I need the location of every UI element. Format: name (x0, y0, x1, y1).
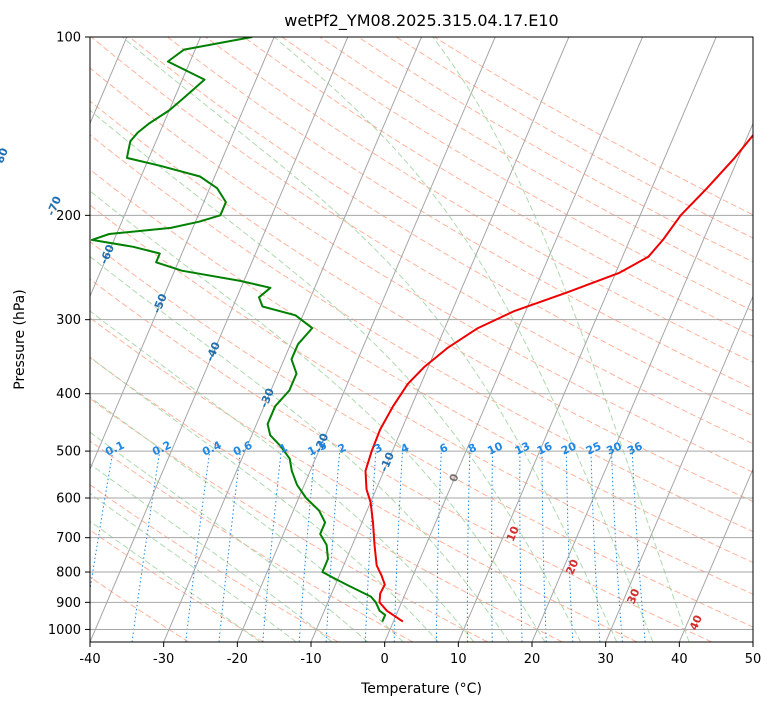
temperature-line (364, 133, 753, 623)
mixing-ratio-label: 16 (535, 439, 555, 457)
isotherm-gridline (163, 37, 422, 642)
isotherm-gridline (605, 295, 753, 642)
y-tick-label: 500 (56, 445, 81, 460)
moist-adiabat-line (90, 356, 439, 642)
moist-adiabat-line (90, 109, 582, 642)
dry-adiabat-line (90, 134, 753, 533)
y-tick-label: 700 (56, 531, 81, 546)
isotherm-gridline (678, 467, 753, 642)
isotherm-gridline (457, 37, 717, 642)
dewpoint-line (90, 37, 387, 622)
moist-adiabat-line (90, 431, 369, 642)
x-tick-label: 10 (450, 652, 467, 667)
dry-adiabat-line (90, 204, 753, 595)
isotherm-label: -80 (0, 146, 11, 170)
mixing-ratio-label: 10 (485, 439, 505, 457)
x-tick-label: 20 (524, 652, 541, 667)
x-tick-label: -20 (227, 652, 248, 667)
isotherm-gridline (384, 37, 643, 642)
mixing-ratio-label: 13 (513, 439, 532, 457)
moist-adiabat-line (90, 463, 333, 642)
isotherm-label: 10 (504, 524, 522, 543)
dry-adiabat-line (90, 397, 488, 642)
y-tick-label: 400 (56, 387, 81, 402)
dry-adiabat-line (129, 37, 753, 417)
x-tick-label: 0 (381, 652, 389, 667)
x-tick-label: -10 (300, 652, 321, 667)
dry-adiabat-line (90, 356, 563, 642)
y-tick-label: 800 (56, 566, 81, 581)
dry-adiabat-line (281, 37, 753, 312)
mixing-ratio-line (185, 451, 211, 642)
y-tick-label: 100 (56, 31, 81, 46)
moist-adiabat-line (90, 396, 404, 642)
dry-adiabat-line (205, 37, 753, 363)
mixing-ratio-label: 25 (584, 439, 603, 457)
dry-adiabat-line (90, 484, 339, 642)
moist-adiabat-line (273, 37, 654, 642)
background-lines (90, 37, 753, 642)
sounding-profiles (90, 37, 753, 623)
dry-adiabat-line (90, 317, 638, 642)
y-axis-title: Pressure (hPa) (12, 289, 28, 389)
isotherm-gridline (90, 37, 201, 298)
isotherm-gridline (310, 37, 570, 642)
isotherm-gridline (236, 37, 496, 642)
chart-title: wetPf2_YM08.2025.315.04.17.E10 (284, 11, 558, 31)
mixing-ratio-line (90, 451, 114, 593)
plot-frame (89, 36, 754, 643)
x-tick-label: 40 (671, 652, 688, 667)
mixing-ratio-line (298, 451, 316, 642)
y-tick-label: 900 (56, 596, 81, 611)
isotherm-gridline (90, 37, 349, 642)
moist-adiabat-line (90, 520, 261, 642)
isotherm-label: 30 (625, 586, 643, 605)
moist-adiabat-line (121, 37, 618, 642)
isotherm-label: 40 (687, 613, 705, 632)
mixing-ratio-line (262, 451, 282, 642)
x-axis-title: Temperature (°C) (360, 681, 482, 697)
y-tick-label: 600 (56, 492, 81, 507)
isotherm-gridline (752, 640, 753, 642)
y-tick-label: 200 (56, 209, 81, 224)
isotherm-gridline (90, 37, 275, 471)
moist-adiabat-line (432, 37, 690, 642)
x-tick-label: 30 (597, 652, 614, 667)
moist-adiabat-line (90, 310, 475, 642)
x-tick-label: -40 (79, 652, 100, 667)
dry-adiabat-line (90, 168, 753, 564)
axes: -40 -30 -20 -10 0 10 20 30 40 50 1000 900 800 700 600 5… (48, 31, 761, 668)
x-tick-label: -30 (153, 652, 174, 667)
isotherm-label: 20 (563, 557, 581, 576)
moist-adiabat-line (90, 255, 510, 642)
dry-adiabat-line (90, 241, 753, 628)
y-tick-label: 1000 (48, 623, 81, 638)
dry-adiabat-line (90, 67, 753, 473)
mixing-ratio-line (631, 451, 646, 642)
plot-area (90, 37, 753, 642)
moist-adiabat-line (90, 190, 546, 642)
dry-adiabat-line (90, 576, 190, 642)
isotherm-gridline (531, 122, 753, 642)
x-tick-label: 50 (745, 652, 762, 667)
y-tick-label: 300 (56, 313, 81, 328)
mixing-ratio-label: 36 (625, 439, 645, 457)
mixing-ratio-label: 30 (604, 439, 624, 457)
mixing-ratio-line (218, 451, 241, 642)
mixing-ratio-label: 20 (559, 439, 579, 457)
